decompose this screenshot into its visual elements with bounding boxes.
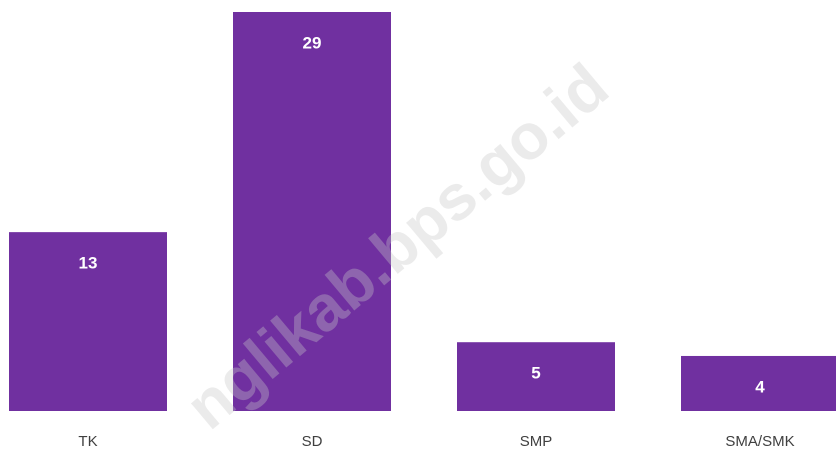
value-label: 29 xyxy=(303,33,322,52)
x-tick-label: SD xyxy=(302,433,323,450)
value-label: 5 xyxy=(531,364,540,383)
x-tick-label: SMP xyxy=(520,433,553,450)
value-label: 4 xyxy=(755,377,765,396)
value-label: 13 xyxy=(79,254,98,273)
bar xyxy=(233,12,391,411)
bar xyxy=(681,355,836,411)
x-tick-label: TK xyxy=(78,433,97,450)
bar xyxy=(9,232,167,411)
x-tick-label: SMA/SMK xyxy=(725,433,794,450)
bar xyxy=(457,342,615,411)
